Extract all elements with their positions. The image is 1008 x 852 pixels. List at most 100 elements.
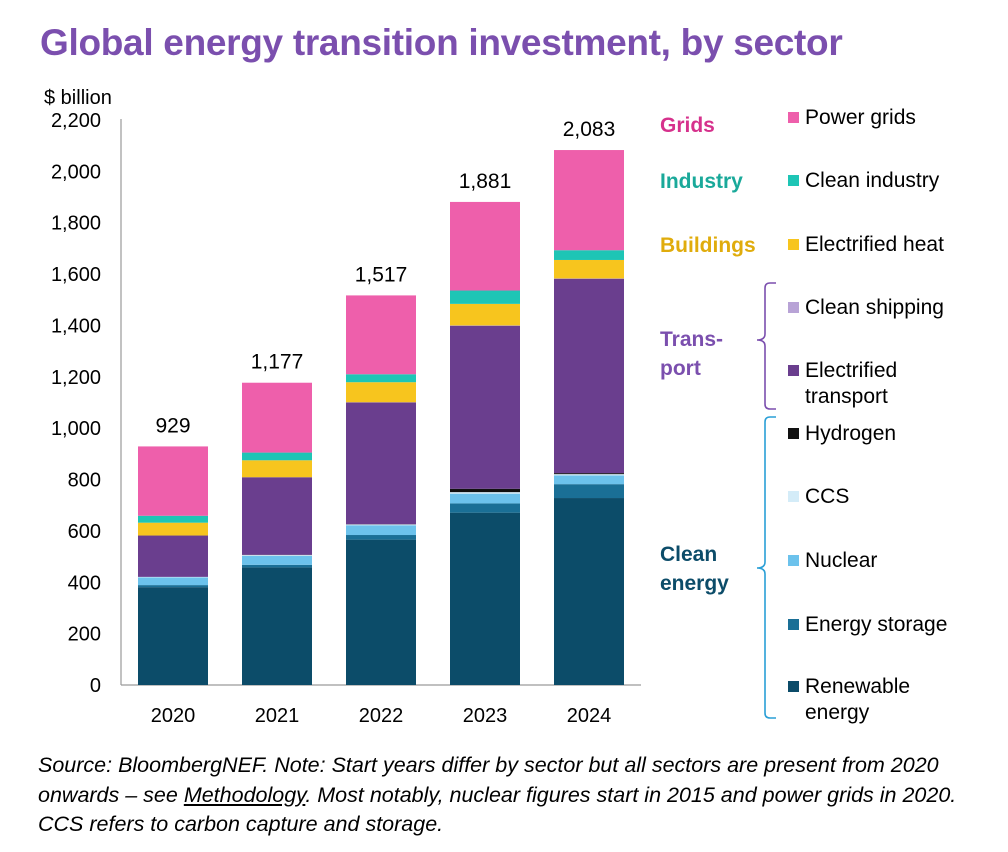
bar-segment-electrified-heat-2023 (450, 303, 520, 326)
legend-swatch-nuclear (788, 555, 799, 566)
bar-segment-electrified-transport-2021 (242, 477, 312, 555)
legend-swatch-electrified-transport (788, 365, 799, 376)
bar-segment-ccs-2024 (554, 474, 624, 476)
y-tick-label: 0 (90, 675, 101, 697)
legend-item-renewable-energy: Renewable energy (788, 674, 910, 726)
source-text-1: Source: BloombergNEF. Note: Start years … (38, 753, 939, 807)
y-tick-label: 1,600 (51, 264, 101, 286)
y-tick-label: 1,800 (51, 213, 101, 235)
legend-swatch-power-grids (788, 112, 799, 123)
y-tick-label: 400 (68, 572, 101, 594)
legend-swatch-renewable-energy (788, 681, 799, 692)
y-tick-label: 1,000 (51, 418, 101, 440)
bar-segment-electrified-transport-2024 (554, 278, 624, 474)
x-tick-label-2023: 2023 (463, 705, 508, 727)
bar-total-label-2021: 1,177 (251, 351, 304, 374)
bar-segment-energy-storage-2024 (554, 484, 624, 499)
bar-segment-electrified-heat-2024 (554, 259, 624, 279)
chart-title: Global energy transition investment, by … (40, 22, 843, 63)
bar-segment-power-grids-2023 (450, 201, 520, 291)
bar-segment-nuclear-2022 (346, 525, 416, 536)
bar-segment-renewable-energy-2021 (242, 567, 312, 685)
group-label-clean-energy: Clean energy (660, 543, 729, 595)
bar-segment-ccs-2022 (346, 524, 416, 526)
bar-segment-renewable-energy-2024 (554, 498, 624, 685)
legend-label-energy-storage: Energy storage (805, 613, 948, 636)
source-note: Source: BloombergNEF. Note: Start years … (38, 751, 1003, 840)
bar-segment-clean-industry-2023 (450, 290, 520, 304)
bar-segment-ccs-2021 (242, 555, 312, 556)
legend-item-electrified-transport: Electrified transport (788, 358, 897, 410)
bar-segment-energy-storage-2023 (450, 503, 520, 513)
bar-segment-power-grids-2020 (138, 446, 208, 516)
bar-total-label-2024: 2,083 (563, 118, 616, 141)
y-tick-label: 800 (68, 470, 101, 492)
y-tick-label: 600 (68, 521, 101, 543)
legend-item-clean-industry: Clean industry (788, 168, 939, 194)
source-text-2: . Most notably, nuclear figures start in… (38, 782, 957, 837)
methodology-link[interactable]: Methodology (183, 782, 306, 807)
x-tick-label-2024: 2024 (567, 705, 612, 727)
transport-bracket (756, 282, 776, 410)
bar-total-label-2022: 1,517 (355, 263, 408, 286)
legend-label-nuclear: Nuclear (805, 549, 878, 572)
y-tick-label: 1,200 (51, 367, 101, 389)
bar-segment-renewable-energy-2020 (138, 587, 208, 685)
bar-segment-ccs-2023 (450, 492, 520, 494)
clean-energy-bracket (756, 416, 776, 719)
legend-swatch-ccs (788, 491, 799, 502)
legend-label-electrified-heat: Electrified heat (805, 233, 944, 256)
bar-segment-energy-storage-2021 (242, 564, 312, 568)
y-tick-label: 2,000 (51, 161, 101, 183)
legend-label-clean-industry: Clean industry (805, 169, 940, 192)
bar-segment-nuclear-2024 (554, 475, 624, 485)
bar-total-label-2023: 1,881 (459, 170, 512, 193)
legend-label-electrified-transport: Electrified transport (805, 359, 898, 408)
y-axis-label: $ billion (44, 87, 112, 109)
bar-segment-energy-storage-2020 (138, 585, 208, 588)
bar-segment-clean-industry-2022 (346, 374, 416, 383)
legend-item-ccs: CCS (788, 484, 849, 510)
group-label-grids: Grids (660, 114, 715, 137)
legend-swatch-hydrogen (788, 428, 799, 439)
group-label-transport: Trans- port (660, 328, 724, 380)
legend-label-renewable-energy: Renewable energy (805, 675, 911, 724)
bar-segment-renewable-energy-2023 (450, 512, 520, 685)
group-label-buildings: Buildings (660, 234, 756, 257)
y-tick-label: 2,200 (51, 110, 101, 132)
legend-swatch-energy-storage (788, 619, 799, 630)
bar-segment-power-grids-2022 (346, 295, 416, 375)
bar-segment-clean-industry-2024 (554, 250, 624, 260)
bar-total-label-2020: 929 (155, 414, 190, 437)
bar-segment-power-grids-2021 (242, 382, 312, 453)
bar-segment-ccs-2020 (138, 576, 208, 578)
legend-swatch-electrified-heat (788, 239, 799, 250)
x-tick-label-2022: 2022 (359, 705, 404, 727)
x-tick-label-2020: 2020 (151, 705, 196, 727)
legend-item-hydrogen: Hydrogen (788, 421, 896, 447)
bar-segment-nuclear-2021 (242, 555, 312, 565)
bar-segment-nuclear-2020 (138, 577, 208, 586)
bar-segment-electrified-transport-2020 (138, 535, 208, 577)
legend-item-energy-storage: Energy storage (788, 612, 947, 638)
legend-item-electrified-heat: Electrified heat (788, 232, 944, 258)
bar-segment-electrified-heat-2022 (346, 382, 416, 403)
bar-segment-clean-industry-2021 (242, 452, 312, 461)
bar-segment-clean-industry-2020 (138, 515, 208, 523)
bar-segment-electrified-heat-2021 (242, 460, 312, 478)
y-tick-label: 200 (68, 624, 101, 646)
legend-swatch-clean-industry (788, 175, 799, 186)
legend-label-hydrogen: Hydrogen (805, 422, 897, 445)
bar-segment-electrified-heat-2020 (138, 522, 208, 536)
legend-swatch-clean-shipping (788, 302, 799, 313)
bar-segment-hydrogen-2024 (554, 473, 624, 475)
x-tick-label-2021: 2021 (255, 705, 300, 727)
y-tick-label: 1,400 (51, 315, 101, 337)
legend-label-clean-shipping: Clean shipping (805, 296, 944, 319)
bar-segment-nuclear-2023 (450, 493, 520, 504)
bar-segment-renewable-energy-2022 (346, 539, 416, 685)
legend-item-clean-shipping: Clean shipping (788, 295, 944, 321)
bar-segment-electrified-transport-2023 (450, 325, 520, 489)
bar-segment-electrified-transport-2022 (346, 402, 416, 525)
